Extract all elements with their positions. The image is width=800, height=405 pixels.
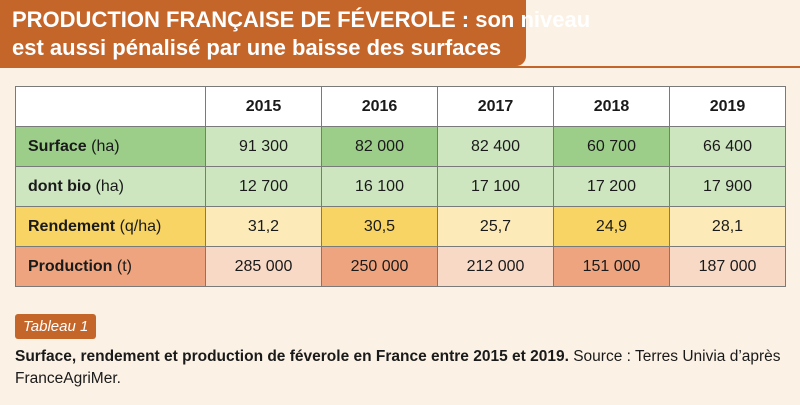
- table-row-production: Production (t) 285 000 250 000 212 000 1…: [15, 246, 786, 287]
- year-header: 2019: [669, 86, 786, 127]
- row-header: dont bio (ha): [15, 166, 206, 207]
- title-banner: PRODUCTION FRANÇAISE DE FÉVEROLE : son n…: [0, 0, 591, 66]
- row-label: Production: [28, 257, 113, 275]
- row-unit: (t): [116, 257, 132, 275]
- table-header-row: 2015 2016 2017 2018 2019: [15, 86, 786, 127]
- table-cell: 17 100: [437, 166, 554, 207]
- table-cell: 250 000: [321, 246, 438, 287]
- table-row-rendement: Rendement (q/ha) 31,2 30,5 25,7 24,9 28,…: [15, 206, 786, 247]
- title-rule: [0, 66, 800, 68]
- table-cell: 187 000: [669, 246, 786, 287]
- table-tag: Tableau 1: [15, 314, 97, 339]
- year-header: 2015: [205, 86, 322, 127]
- table-cell: 24,9: [553, 206, 670, 247]
- row-label: Rendement: [28, 217, 116, 235]
- table-caption: Surface, rendement et production de féve…: [15, 346, 785, 390]
- table-cell: 82 000: [321, 126, 438, 167]
- table-cell: 17 900: [669, 166, 786, 207]
- table-cell: 30,5: [321, 206, 438, 247]
- row-unit: (q/ha): [119, 217, 162, 235]
- table-cell: 16 100: [321, 166, 438, 207]
- table-cell: 60 700: [553, 126, 670, 167]
- table-row-bio: dont bio (ha) 12 700 16 100 17 100 17 20…: [15, 166, 786, 207]
- title-line-2: est aussi pénalisé par une baisse des su…: [12, 35, 502, 60]
- row-label: dont bio: [28, 177, 92, 195]
- table-cell: 82 400: [437, 126, 554, 167]
- row-unit: (ha): [95, 177, 124, 195]
- data-table: 2015 2016 2017 2018 2019 Surface (ha) 91…: [15, 86, 786, 287]
- year-header: 2016: [321, 86, 438, 127]
- row-unit: (ha): [91, 137, 120, 155]
- table-cell: 25,7: [437, 206, 554, 247]
- table-cell: 17 200: [553, 166, 670, 207]
- table-cell: 212 000: [437, 246, 554, 287]
- table-cell: 66 400: [669, 126, 786, 167]
- title-line-1: PRODUCTION FRANÇAISE DE FÉVEROLE : son n…: [12, 7, 591, 32]
- year-header: 2017: [437, 86, 554, 127]
- row-label: Surface: [28, 137, 87, 155]
- caption-title: Surface, rendement et production de féve…: [15, 348, 569, 365]
- row-header: Rendement (q/ha): [15, 206, 206, 247]
- table-cell: 31,2: [205, 206, 322, 247]
- table-cell: 285 000: [205, 246, 322, 287]
- table-cell: 28,1: [669, 206, 786, 247]
- table-row-surface: Surface (ha) 91 300 82 000 82 400 60 700…: [15, 126, 786, 167]
- row-header: Surface (ha): [15, 126, 206, 167]
- row-header: Production (t): [15, 246, 206, 287]
- table-cell: 12 700: [205, 166, 322, 207]
- table-cell: 91 300: [205, 126, 322, 167]
- caption-source: Source : Terres Univia d’après FranceAgr…: [15, 348, 781, 387]
- table-cell: 151 000: [553, 246, 670, 287]
- table-corner-cell: [15, 86, 206, 127]
- year-header: 2018: [553, 86, 670, 127]
